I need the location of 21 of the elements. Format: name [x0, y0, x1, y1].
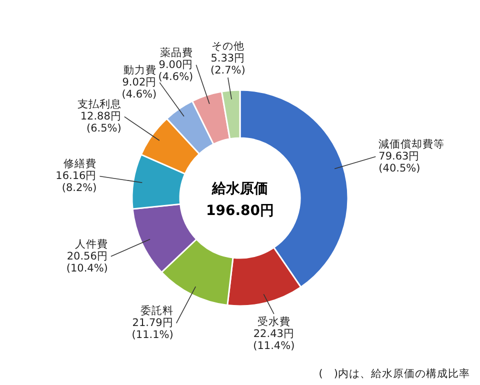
text: 196.80円: [206, 203, 274, 219]
slice-label: 薬品費: [160, 46, 194, 59]
data-label: 5.33円 (2.7%): [210, 52, 246, 77]
slice-label: 動力費: [124, 64, 157, 77]
slice-label: その他: [211, 40, 244, 53]
slice-label: 受水費: [257, 314, 290, 328]
data-label: 16.16円 (8.2%): [56, 170, 97, 194]
text: ( )内は、給水原価の構成比率: [318, 367, 470, 380]
data-label: 22.43円 (11.4%): [253, 328, 295, 352]
data-label: 21.79円 (11.1%): [132, 317, 174, 342]
slice-label: 委託料: [140, 304, 174, 318]
slice-label: 人件費: [74, 237, 108, 250]
text: 給水原価: [211, 181, 268, 197]
slice-label: 修繕費: [64, 157, 97, 170]
data-label: 20.56円 (10.4%): [66, 250, 108, 274]
data-label: 9.02円 (4.6%): [122, 76, 157, 101]
data-label: 12.88円 (6.5%): [80, 110, 122, 135]
slice-label: 減価償却費等: [378, 138, 445, 151]
data-label: 9.00円 (4.6%): [158, 58, 194, 83]
slice-label: 支払利息: [77, 98, 122, 111]
data-label: 79.63円 (40.5%): [378, 150, 420, 175]
